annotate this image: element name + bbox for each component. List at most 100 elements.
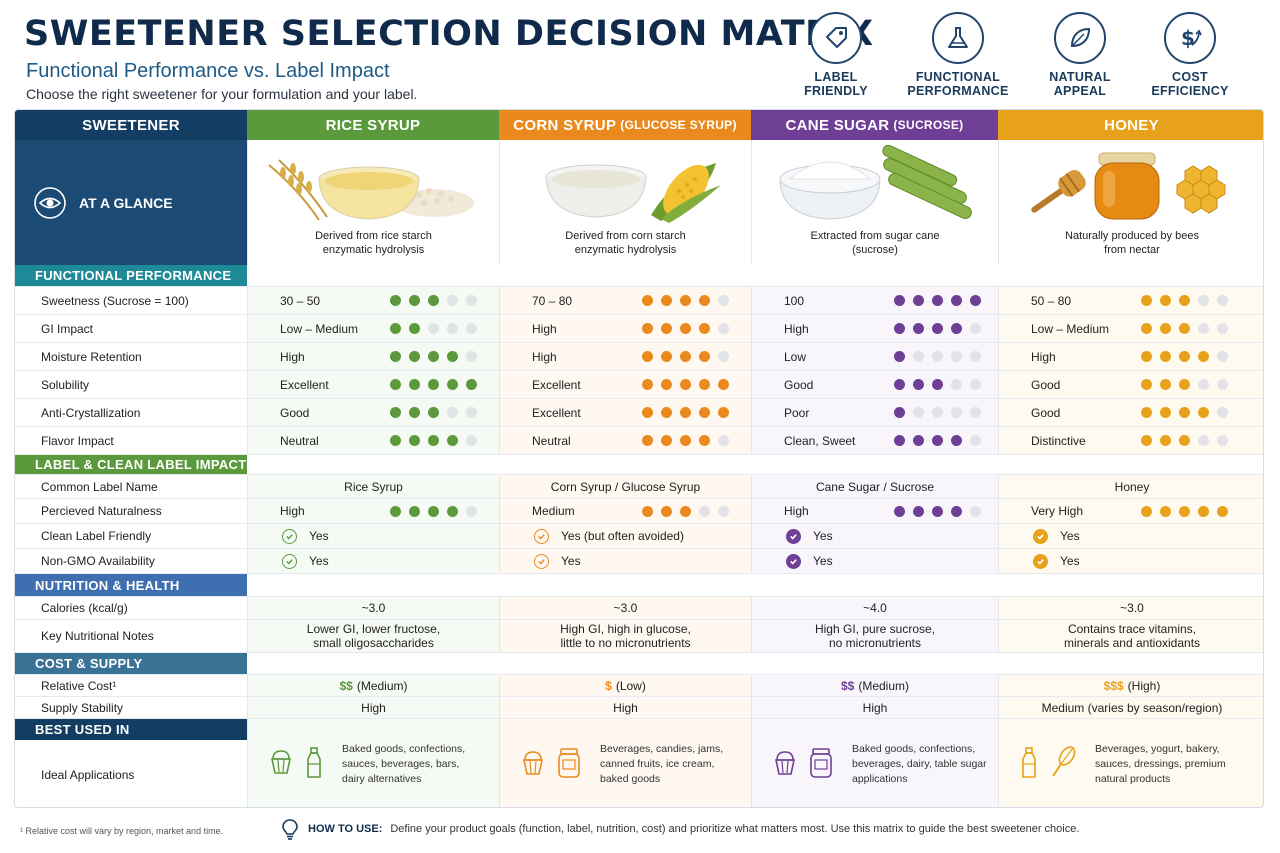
rating-dot-filled xyxy=(428,379,439,390)
how-to-use: HOW TO USE: Define your product goals (f… xyxy=(280,818,1079,840)
functional-rating-cell: Neutral xyxy=(499,427,751,454)
cost-section-row: COST & SUPPLY xyxy=(15,653,1263,675)
rating-dot-empty xyxy=(718,435,729,446)
cupcake-icon xyxy=(268,746,294,783)
clean-label-cell: Yes xyxy=(998,524,1263,548)
rating-dot-filled xyxy=(680,379,691,390)
rating-dot-filled xyxy=(1141,323,1152,334)
calories-row: Calories (kcal/g) ~3.0 ~3.0 ~4.0 ~3.0 xyxy=(15,597,1263,620)
common-name-value: Rice Syrup xyxy=(247,475,499,498)
relative-cost-row: Relative Cost¹ $$ (Medium) $ (Low) $$ (Medi… xyxy=(15,675,1263,697)
lightbulb-icon xyxy=(282,819,298,840)
page-tagline: Choose the right sweetener for your form… xyxy=(26,86,418,102)
rating-dot-empty xyxy=(951,351,962,362)
ideal-applications-cell: Beverages, candies, jams, canned fruits, … xyxy=(499,719,751,807)
rating-dots xyxy=(642,323,729,334)
whisk-icon xyxy=(1049,745,1077,783)
rating-dot-empty xyxy=(718,323,729,334)
rating-dot-empty xyxy=(1217,323,1228,334)
rating-dot-empty xyxy=(970,379,981,390)
column-header-row: SWEETENER RICE SYRUP CORN SYRUP (GLUCOSE … xyxy=(15,110,1263,140)
rating-dot-filled xyxy=(699,323,710,334)
non-gmo-label: Non-GMO Availability xyxy=(41,554,155,568)
rating-dot-filled xyxy=(951,295,962,306)
rating-dot-filled xyxy=(409,351,420,362)
cane-sugar-glance: Extracted from sugar cane (sucrose) xyxy=(751,140,998,265)
rating-dot-filled xyxy=(1160,435,1171,446)
non-gmo-cell: Yes xyxy=(247,549,499,573)
functional-value: Low – Medium xyxy=(280,321,359,336)
functional-section-header: FUNCTIONAL PERFORMANCE xyxy=(15,265,247,286)
rating-dot-filled xyxy=(642,435,653,446)
common-name-value: Honey xyxy=(998,475,1263,498)
rating-dot-filled xyxy=(661,379,672,390)
rating-dot-empty xyxy=(447,407,458,418)
rating-dot-filled xyxy=(913,379,924,390)
functional-rating-cell: Low – Medium xyxy=(998,315,1263,342)
rating-dot-filled xyxy=(680,435,691,446)
rating-dot-empty xyxy=(718,505,729,517)
criterion-natural-appeal: NATURAL APPEAL xyxy=(1025,12,1135,98)
functional-rating-cell: Distinctive xyxy=(998,427,1263,454)
clean-label-row: Clean Label Friendly Yes Yes (but often a… xyxy=(15,524,1263,549)
functional-row-label: Moisture Retention xyxy=(41,349,142,364)
naturalness-value: Very High xyxy=(1031,504,1084,518)
rating-dot-empty xyxy=(1198,435,1209,446)
rating-dot-filled xyxy=(428,351,439,362)
rating-dot-filled xyxy=(894,323,905,334)
rating-dot-filled xyxy=(680,505,691,517)
nutritional-notes-value: High GI, pure sucrose, no micronutrients xyxy=(751,620,998,652)
rating-dots xyxy=(390,505,477,517)
rating-dots xyxy=(390,379,477,390)
rating-dot-filled xyxy=(1141,407,1152,418)
rating-dot-filled xyxy=(642,351,653,362)
relative-cost-value: $$ (Medium) xyxy=(751,675,998,696)
functional-value: Good xyxy=(280,405,310,420)
functional-value: Distinctive xyxy=(1031,433,1086,448)
rating-dot-filled xyxy=(1160,379,1171,390)
rating-dot-empty xyxy=(1217,435,1228,446)
page-subtitle: Functional Performance vs. Label Impact xyxy=(26,60,390,82)
functional-rating-cell: Poor xyxy=(751,399,998,426)
rating-dot-filled xyxy=(699,295,710,306)
check-icon xyxy=(1033,528,1048,544)
functional-rating-cell: 70 – 80 xyxy=(499,287,751,314)
rating-dot-filled xyxy=(1160,407,1171,418)
common-name-label: Common Label Name xyxy=(41,479,158,494)
rating-dot-empty xyxy=(1198,295,1209,306)
functional-value: Good xyxy=(1031,377,1061,392)
rating-dot-empty xyxy=(932,351,943,362)
rating-dot-filled xyxy=(1179,351,1190,362)
check-icon xyxy=(282,528,297,544)
clean-label-label: Clean Label Friendly xyxy=(41,529,152,543)
corn-syrup-glance: Derived from corn starch enzymatic hydrol… xyxy=(499,140,751,265)
rating-dots xyxy=(642,505,729,517)
rice-syrup-glance: Derived from rice starch enzymatic hydrol… xyxy=(247,140,499,265)
clean-label-cell: Yes xyxy=(247,524,499,548)
rating-dot-filled xyxy=(913,505,924,517)
functional-value: Excellent xyxy=(532,405,581,420)
naturalness-row: Percieved Naturalness High Medium High Very… xyxy=(15,499,1263,524)
rating-dot-empty xyxy=(447,295,458,306)
svg-text:$: $ xyxy=(1181,26,1195,50)
ideal-applications-text: Beverages, candies, jams, canned fruits, … xyxy=(600,742,724,785)
relative-cost-value: $$$ (High) xyxy=(998,675,1263,696)
common-name-value: Corn Syrup / Glucose Syrup xyxy=(499,475,751,498)
rating-dot-empty xyxy=(466,323,477,334)
check-icon xyxy=(1033,553,1048,569)
rating-dot-filled xyxy=(390,295,401,306)
calories-value: ~3.0 xyxy=(499,597,751,619)
functional-rating-cell: Low xyxy=(751,343,998,370)
rating-dot-filled xyxy=(894,505,905,517)
rating-dot-filled xyxy=(1179,505,1190,517)
rating-dot-empty xyxy=(913,351,924,362)
label-section-header: LABEL & CLEAN LABEL IMPACT xyxy=(15,455,247,474)
functional-value: High xyxy=(1031,349,1056,364)
rating-dot-filled xyxy=(932,435,943,446)
functional-row: Flavor Impact Neutral Neutral Clean, Sweet D… xyxy=(15,427,1263,455)
bottle-icon xyxy=(1019,746,1039,783)
rating-dot-empty xyxy=(970,323,981,334)
rating-dot-empty xyxy=(428,323,439,334)
rating-dot-filled xyxy=(1160,505,1171,517)
functional-rating-cell: Good xyxy=(998,399,1263,426)
